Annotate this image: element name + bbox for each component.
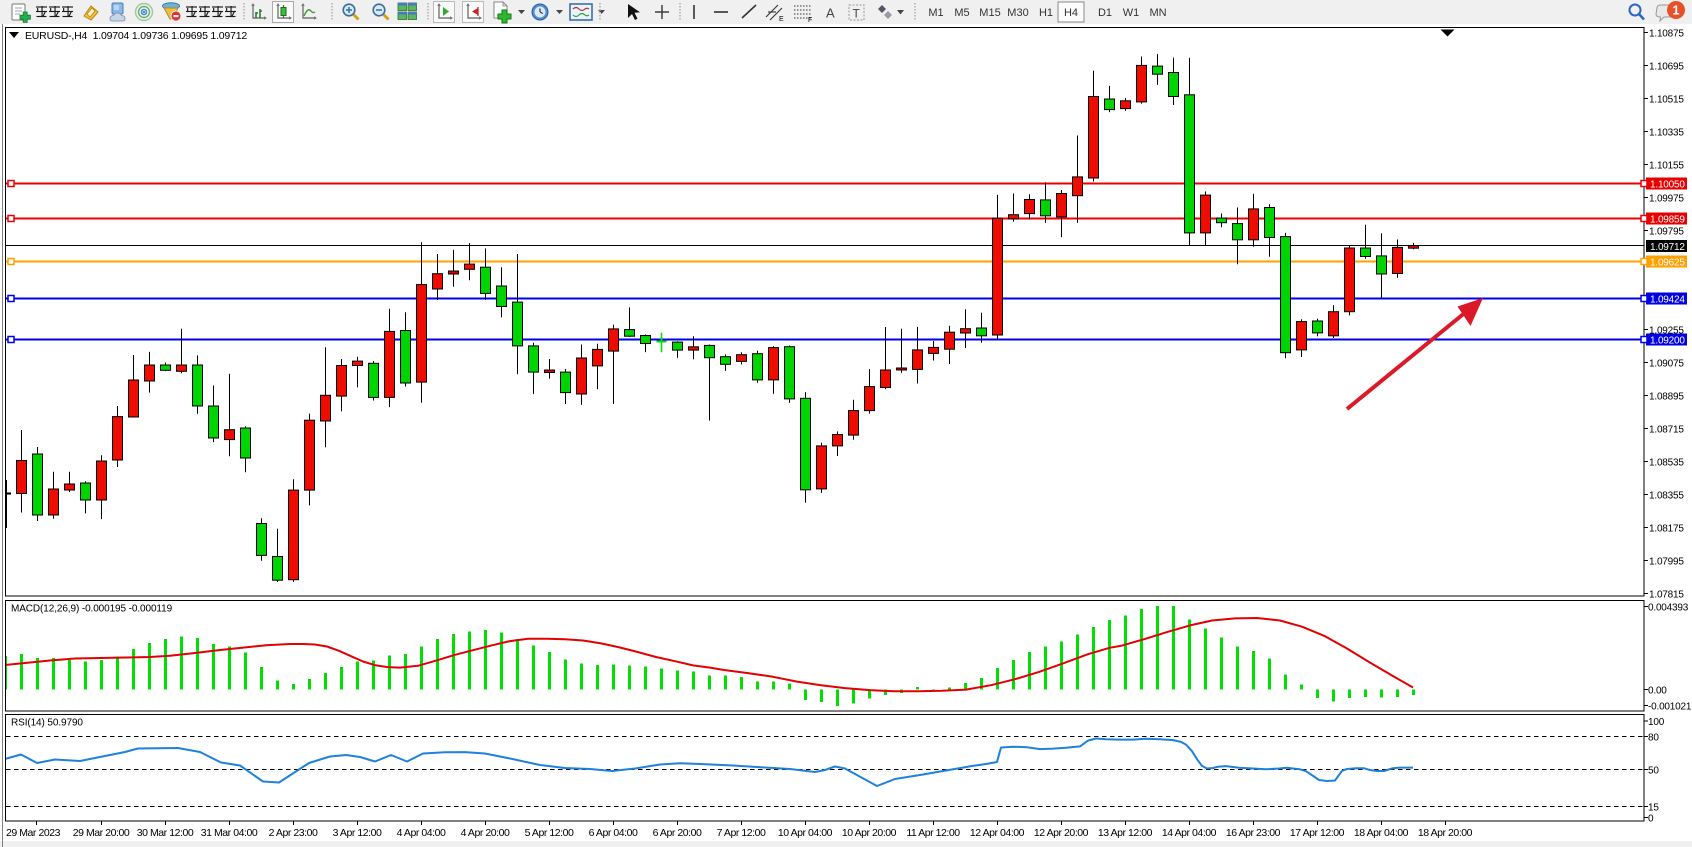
svg-text:50: 50	[1648, 766, 1659, 777]
svg-text:D1: D1	[1098, 7, 1112, 19]
svg-text:3 Apr 12:00: 3 Apr 12:00	[333, 827, 382, 839]
svg-text:A: A	[826, 6, 835, 21]
svg-text:18 Apr 04:00: 18 Apr 04:00	[1354, 827, 1409, 839]
svg-text:4 Apr 20:00: 4 Apr 20:00	[461, 827, 510, 839]
svg-text:13 Apr 12:00: 13 Apr 12:00	[1098, 827, 1153, 839]
svg-text:W1: W1	[1123, 7, 1140, 19]
svg-text:M5: M5	[954, 7, 969, 19]
svg-text:18 Apr 20:00: 18 Apr 20:00	[1418, 827, 1473, 839]
svg-text:RSI(14) 50.9790: RSI(14) 50.9790	[11, 718, 83, 729]
svg-text:1.09712: 1.09712	[1650, 242, 1685, 253]
svg-text:31 Mar 04:00: 31 Mar 04:00	[201, 827, 258, 839]
svg-text:-0.001021: -0.001021	[1648, 702, 1692, 713]
svg-text:M1: M1	[928, 7, 943, 19]
svg-text:H1: H1	[1039, 7, 1053, 19]
svg-text:1.08895: 1.08895	[1649, 392, 1684, 403]
svg-text:12 Apr 20:00: 12 Apr 20:00	[1034, 827, 1089, 839]
svg-text:14 Apr 04:00: 14 Apr 04:00	[1162, 827, 1217, 839]
svg-text:10 Apr 04:00: 10 Apr 04:00	[778, 827, 833, 839]
svg-text:1.07815: 1.07815	[1649, 590, 1684, 601]
svg-text:1.08175: 1.08175	[1649, 524, 1684, 535]
svg-text:1.07995: 1.07995	[1649, 557, 1684, 568]
svg-text:1.09795: 1.09795	[1649, 227, 1684, 238]
svg-text:80: 80	[1648, 733, 1659, 744]
svg-text:6 Apr 04:00: 6 Apr 04:00	[589, 827, 638, 839]
svg-text:H4: H4	[1064, 7, 1078, 19]
svg-text:1.10515: 1.10515	[1649, 95, 1684, 106]
svg-text:29 Mar 2023: 29 Mar 2023	[6, 827, 61, 839]
svg-text:16 Apr 23:00: 16 Apr 23:00	[1226, 827, 1281, 839]
svg-text:MN: MN	[1149, 7, 1166, 19]
svg-text:6 Apr 20:00: 6 Apr 20:00	[653, 827, 702, 839]
svg-text:1.08535: 1.08535	[1649, 458, 1684, 469]
svg-text:29 Mar 20:00: 29 Mar 20:00	[73, 827, 130, 839]
svg-text:1.08355: 1.08355	[1649, 491, 1684, 502]
svg-text:1.09625: 1.09625	[1650, 258, 1685, 269]
svg-text:17 Apr 12:00: 17 Apr 12:00	[1290, 827, 1345, 839]
svg-text:1.10155: 1.10155	[1649, 161, 1684, 172]
svg-text:1.10695: 1.10695	[1649, 62, 1684, 73]
svg-text:1.09424: 1.09424	[1650, 295, 1685, 306]
svg-text:M30: M30	[1007, 7, 1028, 19]
svg-text:5 Apr 12:00: 5 Apr 12:00	[525, 827, 574, 839]
svg-text:MACD(12,26,9) -0.000195 -0.000: MACD(12,26,9) -0.000195 -0.000119	[11, 604, 173, 615]
svg-text:100: 100	[1648, 717, 1665, 728]
svg-text:0.004393: 0.004393	[1648, 603, 1689, 614]
svg-text:1.10875: 1.10875	[1649, 29, 1684, 40]
svg-text:1.08715: 1.08715	[1649, 425, 1684, 436]
svg-text:1: 1	[1673, 4, 1680, 18]
svg-text:10 Apr 20:00: 10 Apr 20:00	[842, 827, 897, 839]
svg-text:30 Mar 12:00: 30 Mar 12:00	[137, 827, 194, 839]
svg-text:11 Apr 12:00: 11 Apr 12:00	[906, 827, 960, 839]
svg-text:1.10335: 1.10335	[1649, 128, 1684, 139]
svg-text:12 Apr 04:00: 12 Apr 04:00	[970, 827, 1025, 839]
svg-text:0.00: 0.00	[1648, 686, 1667, 697]
svg-text:1.09075: 1.09075	[1649, 359, 1684, 370]
svg-text:7 Apr 12:00: 7 Apr 12:00	[717, 827, 766, 839]
svg-text:15: 15	[1648, 803, 1659, 814]
svg-text:EURUSD-,H4 1.09704 1.09736 1.: EURUSD-,H4 1.09704 1.09736 1.09695 1.097…	[25, 30, 247, 42]
svg-text:1.09859: 1.09859	[1650, 215, 1685, 226]
svg-text:M15: M15	[979, 7, 1000, 19]
svg-text:4 Apr 04:00: 4 Apr 04:00	[397, 827, 446, 839]
svg-text:E: E	[779, 16, 784, 23]
svg-text:1.09255: 1.09255	[1649, 326, 1684, 337]
svg-text:1.10050: 1.10050	[1650, 180, 1685, 191]
svg-text:2 Apr 23:00: 2 Apr 23:00	[269, 827, 318, 839]
svg-text:T: T	[853, 7, 861, 21]
svg-text:F: F	[808, 17, 812, 24]
svg-text:1.09975: 1.09975	[1649, 194, 1684, 205]
svg-text:0: 0	[1648, 814, 1654, 825]
svg-text:1.09200: 1.09200	[1650, 336, 1685, 347]
